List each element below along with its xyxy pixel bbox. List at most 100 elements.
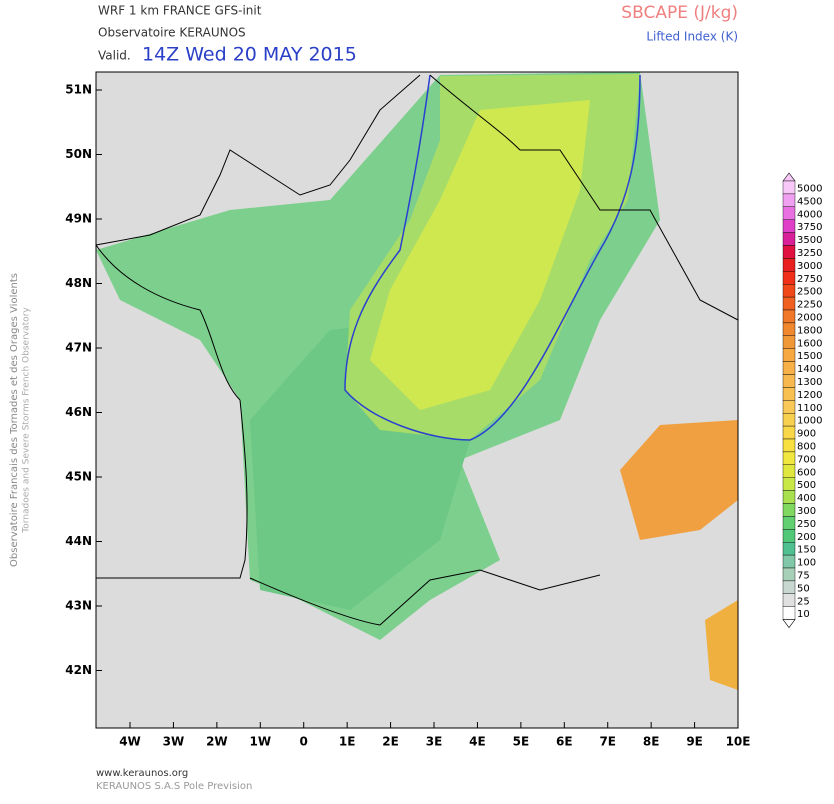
colorbar-cell <box>782 413 796 427</box>
colorbar-cell <box>782 387 796 401</box>
colorbar-label: 1200 <box>797 390 822 401</box>
colorbar-label: 10 <box>797 609 810 620</box>
lon-tick-label: 7E <box>599 735 616 749</box>
colorbar-cell <box>782 271 796 285</box>
colorbar-cell <box>782 245 796 259</box>
colorbar-label: 2000 <box>797 312 822 323</box>
colorbar-label: 1000 <box>797 416 822 427</box>
cape-alps <box>620 420 738 540</box>
colorbar-label: 75 <box>797 570 810 581</box>
colorbar-label: 2750 <box>797 274 822 285</box>
colorbar-label: 4000 <box>797 209 822 220</box>
footer-company: KERAUNOS S.A.S Pole Prevision <box>96 781 252 792</box>
model-title: WRF 1 km FRANCE GFS-init <box>98 4 262 18</box>
colorbar-label: 1800 <box>797 325 822 336</box>
lat-tick-label: 43N <box>65 599 92 613</box>
colorbar-cell <box>782 232 796 246</box>
colorbar-label: 3000 <box>797 261 822 272</box>
colorbar-label: 4500 <box>797 196 822 207</box>
colorbar-cell <box>782 425 796 440</box>
colorbar-cell <box>782 361 796 375</box>
field-title: SBCAPE (J/kg) <box>621 3 738 23</box>
colorbar-label: 5000 <box>797 183 822 194</box>
colorbar-cell <box>782 284 796 298</box>
colorbar-label: 1400 <box>797 364 822 375</box>
colorbar-label: 300 <box>797 506 816 517</box>
colorbar-cell <box>782 567 796 582</box>
colorbar-label: 250 <box>797 519 816 530</box>
colorbar-label: 600 <box>797 467 816 478</box>
lat-tick-label: 49N <box>65 212 92 226</box>
cape-high <box>370 100 590 410</box>
colorbar-cell <box>782 335 796 349</box>
colorbar-cell <box>782 219 796 233</box>
colorbar-cell <box>782 554 796 569</box>
colorbar-top <box>782 172 796 182</box>
lon-tick-label: 8E <box>643 735 660 749</box>
colorbar-cell <box>782 438 796 453</box>
colorbar-cell <box>782 206 796 220</box>
side-text: Observatoire Francais des Tornades et de… <box>9 273 20 567</box>
footer-url: www.keraunos.org <box>96 768 188 779</box>
colorbar-label: 400 <box>797 493 816 504</box>
map <box>95 71 739 729</box>
colorbar-label: 150 <box>797 545 816 556</box>
colorbar-label: 1600 <box>797 338 822 349</box>
colorbar-bottom <box>782 619 796 629</box>
lon-tick-label: 4W <box>119 735 141 749</box>
lat-tick-label: 51N <box>65 83 92 97</box>
colorbar-cell <box>782 516 796 530</box>
colorbar-cell <box>782 193 796 207</box>
lat-tick-label: 46N <box>65 405 92 419</box>
colorbar-cell <box>782 348 796 362</box>
lat-tick-label: 42N <box>65 663 92 677</box>
colorbar-cell <box>782 477 796 491</box>
colorbar-label: 200 <box>797 532 816 543</box>
lat-tick-label: 45N <box>65 470 92 484</box>
colorbar-label: 700 <box>797 454 816 465</box>
colorbar-label: 25 <box>797 596 810 607</box>
lon-tick-label: 2W <box>206 735 228 749</box>
colorbar-label: 50 <box>797 583 810 594</box>
lon-tick-label: 4E <box>469 735 486 749</box>
colorbar-label: 1500 <box>797 351 822 362</box>
colorbar-label: 1100 <box>797 403 822 414</box>
colorbar-cell <box>782 606 796 620</box>
colorbar-label: 3750 <box>797 222 822 233</box>
colorbar-cell <box>782 490 796 504</box>
colorbar-cell <box>782 503 796 517</box>
lon-tick-label: 6E <box>556 735 573 749</box>
valid-time: 14Z Wed 20 MAY 2015 <box>142 44 357 66</box>
colorbar-cell <box>782 400 796 414</box>
colorbar-cell <box>782 374 796 388</box>
lon-tick-label: 0 <box>300 735 308 749</box>
colorbar-cell <box>782 542 796 556</box>
lon-tick-label: 5E <box>513 735 530 749</box>
lon-tick-label: 1E <box>339 735 356 749</box>
colorbar-label: 2250 <box>797 300 822 311</box>
coastline <box>95 244 241 401</box>
cape-corsica <box>705 600 738 690</box>
colorbar-cell <box>782 309 796 324</box>
lat-tick-label: 48N <box>65 276 92 290</box>
colorbar-cell <box>782 180 796 195</box>
colorbar-cell <box>782 464 796 478</box>
lon-tick-label: 1W <box>249 735 271 749</box>
lon-tick-label: 3W <box>163 735 185 749</box>
colorbar-label: 100 <box>797 558 816 569</box>
overlay-title: Lifted Index (K) <box>646 30 738 44</box>
lon-tick-label: 9E <box>686 735 703 749</box>
colorbar-label: 1300 <box>797 377 822 388</box>
lon-tick-label: 3E <box>426 735 443 749</box>
colorbar-label: 500 <box>797 480 816 491</box>
colorbar-label: 900 <box>797 429 816 440</box>
colorbar-cell <box>782 451 796 465</box>
valid-label: Valid. <box>98 49 131 63</box>
lat-tick-label: 47N <box>65 341 92 355</box>
colorbar-cell <box>782 529 796 543</box>
colorbar-label: 800 <box>797 441 816 452</box>
colorbar-cell <box>782 296 796 311</box>
colorbar-cell <box>782 322 796 336</box>
lifted-index-contour <box>344 74 641 441</box>
